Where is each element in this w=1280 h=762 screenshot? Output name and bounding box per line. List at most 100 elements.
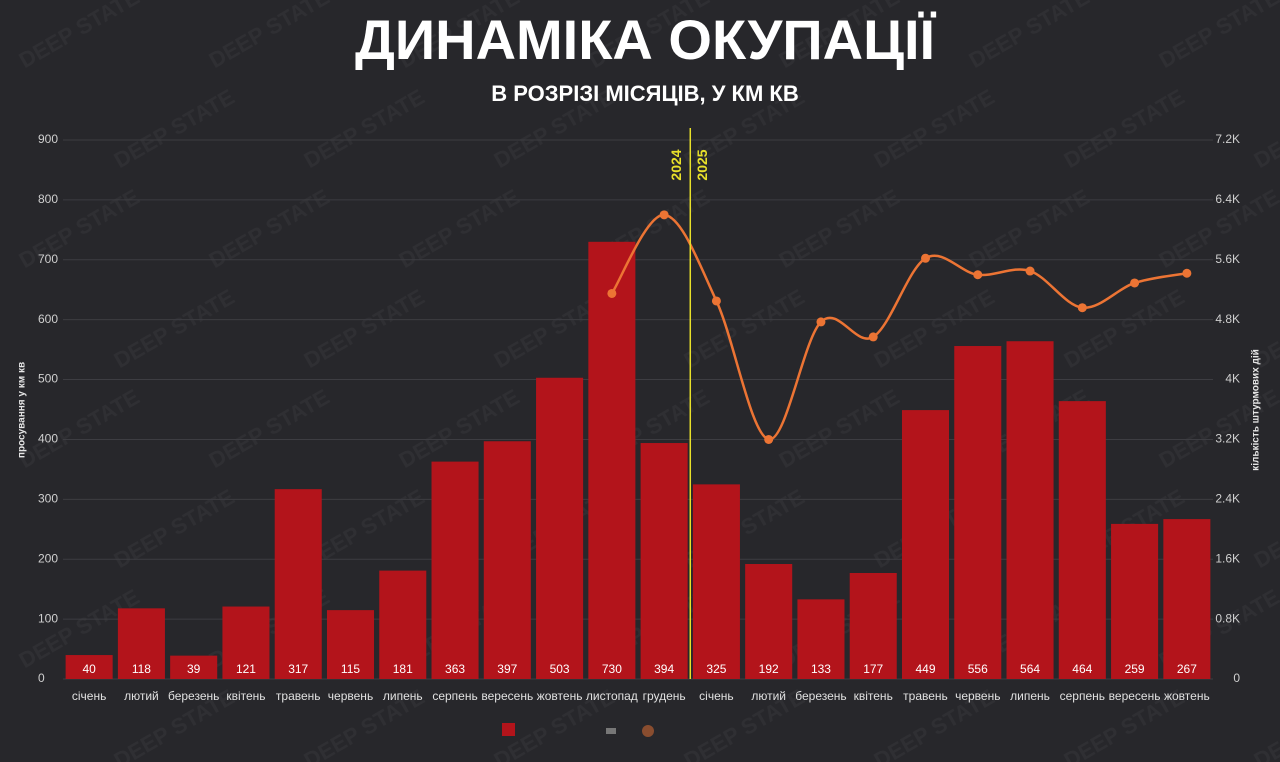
x-tick-label: квітень — [854, 689, 893, 703]
bar — [1111, 523, 1159, 679]
bar — [65, 655, 113, 679]
x-tick-label: червень — [328, 689, 373, 703]
bar — [326, 610, 375, 679]
line-point — [1025, 266, 1035, 276]
data-label: 181 — [393, 662, 413, 676]
line-point — [816, 317, 826, 327]
y2-tick-label: 4.8K — [1215, 312, 1240, 326]
data-label: 325 — [706, 662, 726, 676]
bar — [379, 570, 427, 679]
x-tick-label: квітень — [226, 689, 265, 703]
bar — [170, 655, 218, 679]
line-point — [1077, 303, 1087, 313]
bar — [692, 484, 740, 679]
y2-tick-label: 0 — [1233, 671, 1240, 685]
x-tick-label: травень — [276, 689, 321, 703]
y2-axis-label: кількість штурмових дій — [1251, 349, 1262, 471]
y-tick-label: 900 — [38, 132, 58, 146]
bar — [222, 606, 270, 679]
bar — [901, 410, 950, 679]
data-label: 449 — [915, 662, 935, 676]
y2-tick-label: 6.4K — [1215, 192, 1240, 206]
bar — [849, 572, 897, 679]
y2-tick-label: 1.6K — [1215, 551, 1240, 565]
x-tick-label: жовтень — [537, 689, 583, 703]
data-label: 730 — [602, 662, 622, 676]
legend-swatch — [606, 728, 616, 734]
bar — [588, 241, 636, 680]
line-point — [1130, 278, 1140, 288]
bar — [1058, 401, 1106, 679]
y-tick-label: 400 — [38, 432, 58, 446]
line-point — [921, 253, 930, 263]
x-tick-label: лютий — [124, 689, 159, 703]
bar — [1006, 341, 1054, 679]
y2-tick-label: 3.2K — [1215, 432, 1240, 446]
x-tick-label: березень — [795, 689, 846, 703]
x-tick-label: жовтень — [1164, 689, 1210, 703]
data-label: 363 — [445, 662, 465, 676]
data-label: 121 — [236, 662, 256, 676]
x-tick-label: серпень — [432, 689, 477, 703]
line-point — [659, 210, 669, 220]
y-tick-label: 600 — [38, 312, 58, 326]
data-label: 267 — [1177, 662, 1197, 676]
x-tick-label: вересень — [1109, 689, 1161, 703]
bar — [640, 443, 688, 679]
data-label: 192 — [759, 662, 779, 676]
bar — [797, 599, 845, 679]
data-label: 259 — [1125, 662, 1145, 676]
y-tick-label: 800 — [38, 192, 58, 206]
bar — [117, 608, 165, 679]
bar — [431, 461, 479, 679]
line-point — [868, 332, 878, 342]
data-label: 556 — [968, 662, 988, 676]
data-label: 464 — [1072, 662, 1092, 676]
x-tick-label: березень — [168, 689, 219, 703]
bar — [745, 564, 793, 679]
data-label: 118 — [132, 662, 151, 676]
data-label: 177 — [863, 662, 883, 676]
y-tick-label: 300 — [38, 492, 58, 506]
y-tick-label: 100 — [38, 611, 58, 625]
data-label: 40 — [82, 662, 96, 676]
y2-tick-label: 2.4K — [1215, 492, 1240, 506]
chart-title: ДИНАМІКА ОКУПАЦІЇ — [355, 8, 937, 71]
y2-tick-label: 0.8K — [1215, 611, 1240, 625]
x-tick-label: серпень — [1060, 689, 1105, 703]
x-tick-label: лютий — [751, 689, 786, 703]
bar — [954, 346, 1002, 679]
legend-swatch — [502, 723, 515, 736]
y-axis-label: просування у км кв — [17, 362, 28, 458]
bar — [1163, 519, 1211, 679]
line-point — [764, 434, 774, 444]
x-tick-label: липень — [383, 689, 423, 703]
x-tick-label: вересень — [481, 689, 533, 703]
data-label: 317 — [288, 662, 308, 676]
x-tick-label: січень — [699, 689, 733, 703]
y-tick-label: 700 — [38, 252, 58, 266]
line-point — [711, 296, 721, 306]
y2-tick-label: 4K — [1225, 372, 1240, 386]
y-tick-label: 500 — [38, 372, 58, 386]
data-label: 397 — [497, 662, 517, 676]
bar — [536, 377, 584, 679]
y-tick-label: 200 — [38, 551, 58, 565]
line-point — [607, 288, 617, 298]
chart-subtitle: В РОЗРІЗІ МІСЯЦІВ, У КМ КВ — [491, 81, 798, 106]
data-label: 564 — [1020, 662, 1040, 676]
x-tick-label: листопад — [586, 689, 638, 703]
data-label: 394 — [654, 662, 674, 676]
x-tick-label: січень — [72, 689, 106, 703]
line-point — [1182, 268, 1192, 278]
y2-tick-label: 7.2K — [1215, 132, 1240, 146]
x-tick-label: липень — [1010, 689, 1050, 703]
y2-tick-label: 5.6K — [1215, 252, 1240, 266]
x-tick-label: грудень — [643, 689, 686, 703]
data-label: 503 — [550, 662, 570, 676]
data-label: 39 — [187, 662, 201, 676]
x-tick-label: травень — [903, 689, 948, 703]
bar — [483, 441, 531, 679]
data-label: 133 — [811, 662, 831, 676]
